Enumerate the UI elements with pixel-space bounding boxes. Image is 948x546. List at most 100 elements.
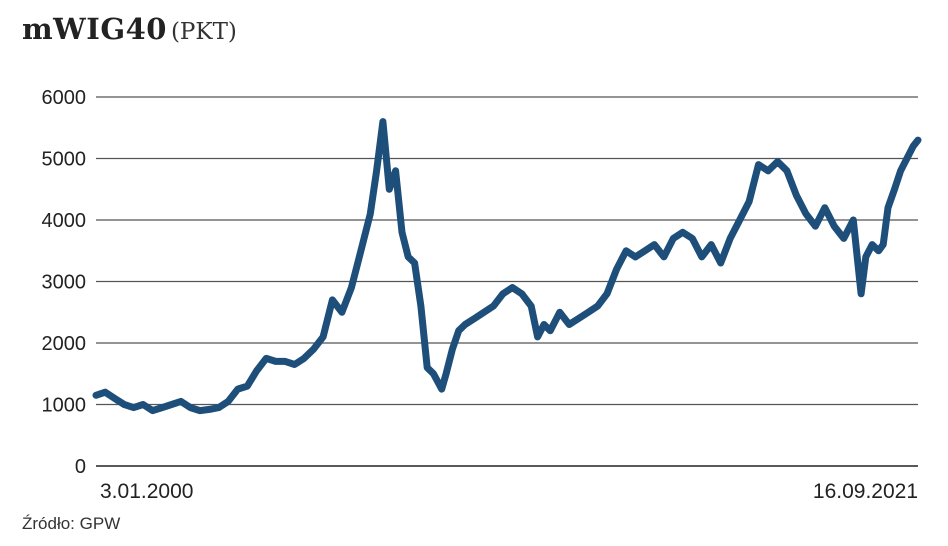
data-point — [150, 408, 156, 414]
data-point — [320, 334, 326, 340]
y-tick-label: 3000 — [42, 272, 87, 294]
data-point — [367, 211, 373, 217]
data-point — [292, 362, 298, 368]
data-point — [863, 254, 869, 260]
y-tick-label: 1000 — [42, 395, 87, 417]
data-point — [898, 168, 904, 174]
data-point — [339, 309, 345, 315]
data-point — [386, 186, 392, 192]
data-point — [727, 235, 733, 241]
data-point — [689, 235, 695, 241]
data-point — [541, 322, 547, 328]
data-point — [121, 402, 127, 407]
data-point — [93, 392, 99, 398]
data-point — [431, 371, 437, 377]
data-point — [880, 242, 886, 248]
data-point — [282, 358, 288, 364]
x-axis-tick-labels: 3.01.2000 16.09.2021 — [100, 480, 918, 503]
data-point — [528, 303, 534, 309]
data-point — [632, 254, 638, 260]
data-point — [348, 285, 354, 291]
data-point — [225, 398, 231, 404]
data-point — [187, 405, 193, 411]
data-point — [443, 371, 449, 377]
data-point — [915, 137, 921, 143]
data-point — [756, 162, 762, 168]
chart-title-main: mWIG40 — [22, 12, 167, 46]
data-point — [910, 143, 916, 149]
data-point — [140, 402, 146, 407]
line-chart: 0 1000 2000 3000 4000 5000 6000 3.01.2000 16.09… — [42, 87, 922, 503]
data-point — [519, 291, 525, 297]
data-point — [775, 159, 781, 165]
data-point — [393, 168, 399, 174]
data-point — [456, 328, 462, 334]
data-point — [206, 406, 212, 412]
data-point — [858, 291, 864, 297]
data-point — [535, 334, 541, 340]
data-point — [301, 355, 307, 361]
data-point — [254, 368, 260, 374]
data-point — [102, 389, 108, 395]
y-tick-label: 4000 — [42, 210, 87, 232]
data-point — [718, 260, 724, 266]
data-point — [885, 205, 891, 211]
x-tick-label-end: 16.09.2021 — [813, 480, 918, 503]
data-point — [311, 346, 317, 352]
data-point — [746, 199, 752, 205]
data-point — [850, 217, 856, 223]
data-point — [197, 408, 203, 414]
data-point — [235, 386, 241, 392]
data-point — [557, 309, 563, 315]
data-point — [418, 303, 424, 309]
data-point — [358, 248, 364, 254]
data-point — [841, 235, 847, 241]
data-point — [263, 355, 269, 361]
data-point — [651, 242, 657, 248]
data-point — [566, 322, 572, 328]
x-tick-label-start: 3.01.2000 — [100, 480, 193, 503]
data-point — [412, 260, 418, 266]
data-point — [273, 358, 279, 364]
data-point — [490, 303, 496, 309]
data-point — [424, 365, 430, 371]
data-point — [380, 119, 386, 125]
y-tick-label: 6000 — [42, 87, 87, 109]
data-point — [604, 291, 610, 297]
data-point — [449, 346, 455, 352]
data-point — [642, 248, 648, 254]
data-point — [891, 186, 897, 192]
data-point — [576, 315, 582, 321]
data-point — [876, 248, 882, 254]
data-point — [112, 395, 118, 401]
data-point — [831, 223, 837, 229]
data-point — [405, 254, 411, 260]
grid-lines — [96, 96, 918, 406]
data-point — [680, 229, 686, 235]
data-point — [399, 229, 405, 235]
data-point — [595, 303, 601, 309]
data-point — [699, 254, 705, 260]
data-point — [244, 383, 250, 389]
data-point — [509, 285, 515, 291]
data-point — [614, 266, 620, 272]
data-point — [178, 398, 184, 404]
source-note: Źródło: GPW — [22, 514, 121, 533]
data-point — [169, 402, 175, 407]
data-point — [904, 156, 910, 161]
y-tick-label: 2000 — [42, 333, 87, 355]
y-tick-label: 0 — [75, 456, 86, 478]
data-point — [374, 168, 380, 174]
data-point — [481, 309, 487, 315]
data-point — [623, 248, 629, 254]
data-point — [708, 242, 714, 248]
data-point — [765, 168, 771, 174]
data-point — [737, 217, 743, 223]
data-point — [869, 242, 875, 248]
data-point — [159, 405, 165, 411]
chart-title-unit: (PKT) — [170, 19, 237, 45]
data-point — [472, 315, 478, 321]
data-point — [462, 322, 468, 328]
data-point — [131, 405, 137, 411]
chart-title: mWIG40 (PKT) — [22, 12, 237, 47]
